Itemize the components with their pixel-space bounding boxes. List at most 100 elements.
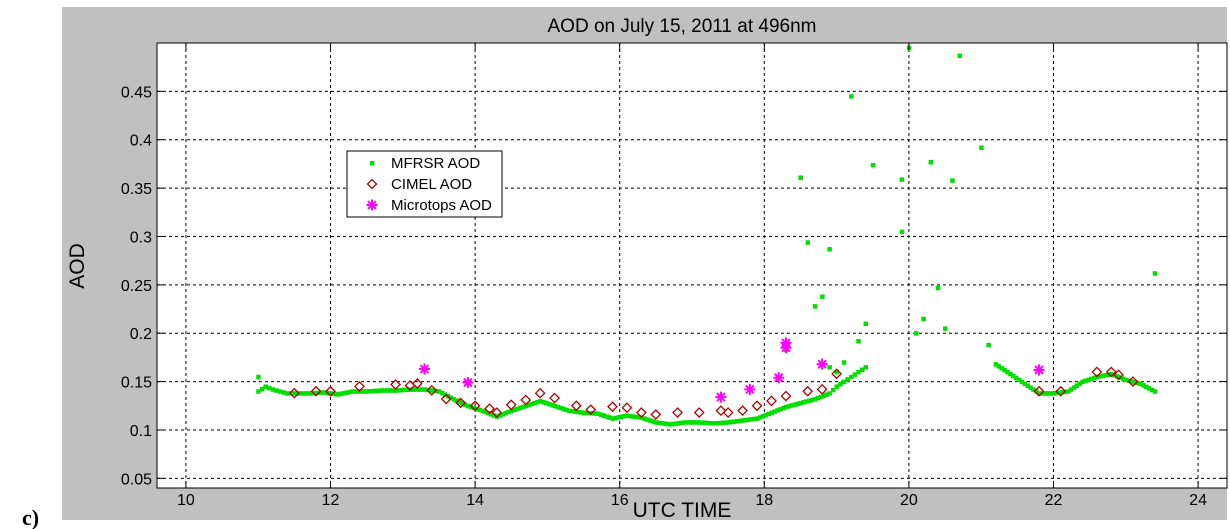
mfrsr-point — [827, 247, 832, 252]
y-tick-label: 0.35 — [121, 181, 152, 198]
mfrsr-point — [1132, 379, 1137, 385]
mfrsr-point — [462, 402, 468, 407]
mfrsr-point — [541, 399, 546, 405]
mfrsr-point — [1091, 375, 1097, 381]
mfrsr-point — [950, 178, 955, 183]
cimel-point — [325, 385, 336, 397]
mfrsr-point — [1083, 378, 1088, 384]
data-points — [256, 45, 1158, 427]
mfrsr-point — [1115, 374, 1120, 379]
mfrsr-point — [1048, 391, 1054, 396]
mfrsr-point — [384, 388, 390, 393]
mfrsr-point — [393, 388, 399, 393]
mfrsr-point — [256, 374, 261, 380]
microtops-point — [744, 383, 756, 395]
mfrsr-point — [584, 410, 589, 416]
mfrsr-point — [1016, 377, 1022, 383]
mfrsr-point — [465, 403, 471, 409]
mfrsr-point — [1005, 369, 1010, 375]
mfrsr-point — [957, 53, 962, 59]
mfrsr-point — [746, 417, 751, 423]
mfrsr-point — [694, 420, 699, 425]
mfrsr-point — [390, 388, 396, 393]
mfrsr-point — [668, 422, 673, 427]
x-tick-label: 18 — [755, 492, 773, 509]
mfrsr-point — [1074, 383, 1080, 388]
mfrsr-point — [624, 413, 630, 418]
microtops-point — [1033, 364, 1045, 376]
mfrsr-point — [769, 410, 775, 416]
cimel-point — [455, 397, 467, 409]
mfrsr-point — [1013, 375, 1019, 381]
mfrsr-point — [303, 391, 309, 396]
mfrsr-point — [259, 386, 265, 392]
mfrsr-point — [755, 416, 760, 421]
mfrsr-point — [1144, 384, 1149, 390]
cimel-point — [780, 390, 792, 402]
cimel-point — [505, 399, 517, 411]
mfrsr-point — [1037, 391, 1042, 396]
mfrsr-point — [1060, 390, 1065, 395]
mfrsr-point — [1022, 381, 1028, 387]
mfrsr-point — [309, 391, 315, 396]
mfrsr-point — [263, 384, 268, 389]
mfrsr-point — [1057, 390, 1062, 395]
mfrsr-point — [993, 362, 999, 367]
mfrsr-point — [373, 388, 378, 394]
y-tick-label: 0.2 — [130, 326, 152, 343]
mfrsr-point — [564, 407, 569, 413]
mfrsr-point — [292, 391, 297, 396]
mfrsr-point — [416, 387, 422, 392]
mfrsr-point — [827, 365, 832, 370]
cimel-point — [693, 407, 705, 418]
mfrsr-point — [1141, 383, 1146, 388]
cimel-point — [426, 384, 438, 396]
legend-marker-microtops — [366, 199, 378, 211]
cimel-point — [310, 385, 322, 397]
mfrsr-point — [355, 389, 361, 394]
mfrsr-point — [1103, 373, 1109, 378]
cimel-point — [635, 407, 647, 418]
mfrsr-point — [1065, 389, 1071, 394]
mfrsr-point — [364, 389, 370, 394]
mfrsr-point — [849, 94, 854, 99]
mfrsr-point — [442, 392, 448, 397]
mfrsr-point — [382, 388, 387, 393]
mfrsr-point — [546, 401, 552, 407]
mfrsr-point — [457, 399, 462, 405]
mfrsr-point — [679, 420, 685, 426]
microtops-point — [715, 391, 727, 403]
mfrsr-point — [1042, 391, 1048, 396]
mfrsr-point — [1002, 367, 1007, 373]
legend-label-cimel: CIMEL AOD — [391, 176, 472, 193]
mfrsr-point — [856, 338, 861, 344]
mfrsr-point — [671, 421, 676, 427]
mfrsr-point — [1097, 374, 1103, 379]
mfrsr-point — [256, 389, 261, 394]
mfrsr-point — [610, 416, 615, 421]
mfrsr-point — [717, 420, 722, 426]
mfrsr-point — [700, 420, 705, 425]
mfrsr-point — [1031, 387, 1036, 392]
mfrsr-point — [1089, 376, 1094, 382]
mfrsr-point — [1008, 371, 1013, 377]
mfrsr-point — [627, 413, 633, 419]
mfrsr-point — [757, 415, 763, 420]
cimel-point — [549, 392, 561, 404]
mfrsr-point — [863, 365, 869, 370]
cimel-point — [1113, 369, 1124, 381]
mfrsr-point — [792, 402, 798, 407]
mfrsr-point — [859, 367, 865, 372]
mfrsr-point — [841, 379, 847, 385]
mfrsr-point — [489, 412, 494, 417]
mfrsr-point — [685, 420, 691, 425]
mfrsr-point — [714, 420, 720, 426]
cimel-point — [354, 381, 365, 392]
mfrsr-point — [899, 229, 905, 235]
mfrsr-point — [740, 418, 746, 423]
mfrsr-point — [312, 390, 318, 396]
cimel-point — [816, 383, 828, 395]
mfrsr-point — [642, 416, 647, 421]
legend: MFRSR AOD CIMEL AOD Microtops AOD — [346, 150, 503, 218]
mfrsr-point — [477, 407, 482, 413]
